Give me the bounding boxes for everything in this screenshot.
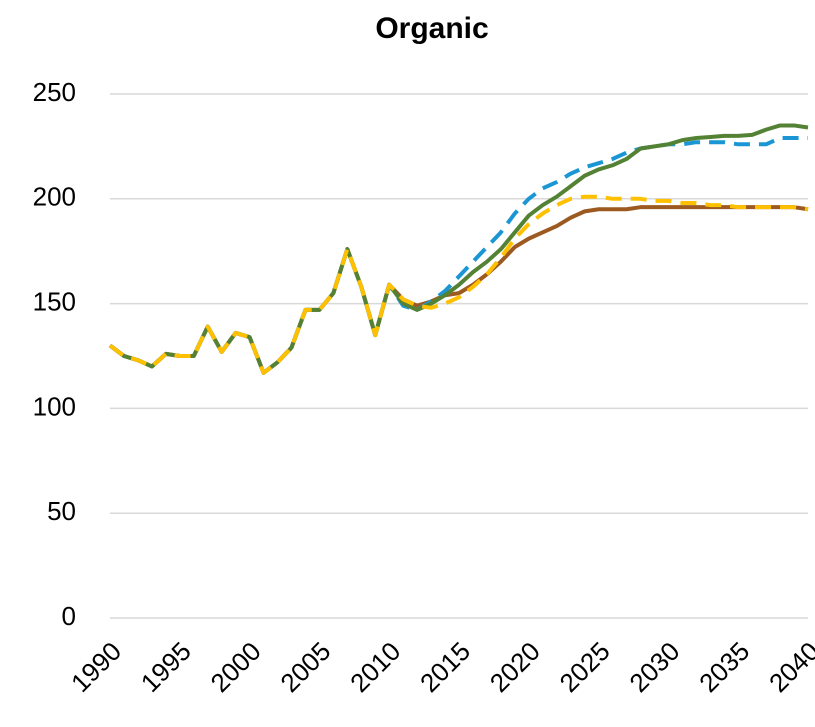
x-tick-label: 1995: [135, 636, 197, 698]
chart-title: Organic: [375, 12, 488, 45]
y-tick-label: 50: [47, 496, 76, 526]
x-tick-label: 1990: [65, 636, 127, 698]
x-tick-label: 2030: [623, 636, 685, 698]
x-tick-label: 2040: [763, 636, 815, 698]
x-tick-label: 2000: [205, 636, 267, 698]
y-tick-label: 150: [33, 286, 76, 316]
x-tick-label: 2010: [344, 636, 406, 698]
x-tick-label: 2020: [484, 636, 546, 698]
x-tick-label: 2035: [693, 636, 755, 698]
x-tick-label: 2005: [274, 636, 336, 698]
x-tick-label: 2025: [554, 636, 616, 698]
y-tick-label: 100: [33, 391, 76, 421]
y-tick-label: 0: [62, 601, 76, 631]
series-line: [108, 205, 809, 375]
series-line: [108, 194, 809, 375]
y-tick-label: 250: [33, 77, 76, 107]
x-tick-label: 2015: [414, 636, 476, 698]
y-tick-label: 200: [33, 182, 76, 212]
